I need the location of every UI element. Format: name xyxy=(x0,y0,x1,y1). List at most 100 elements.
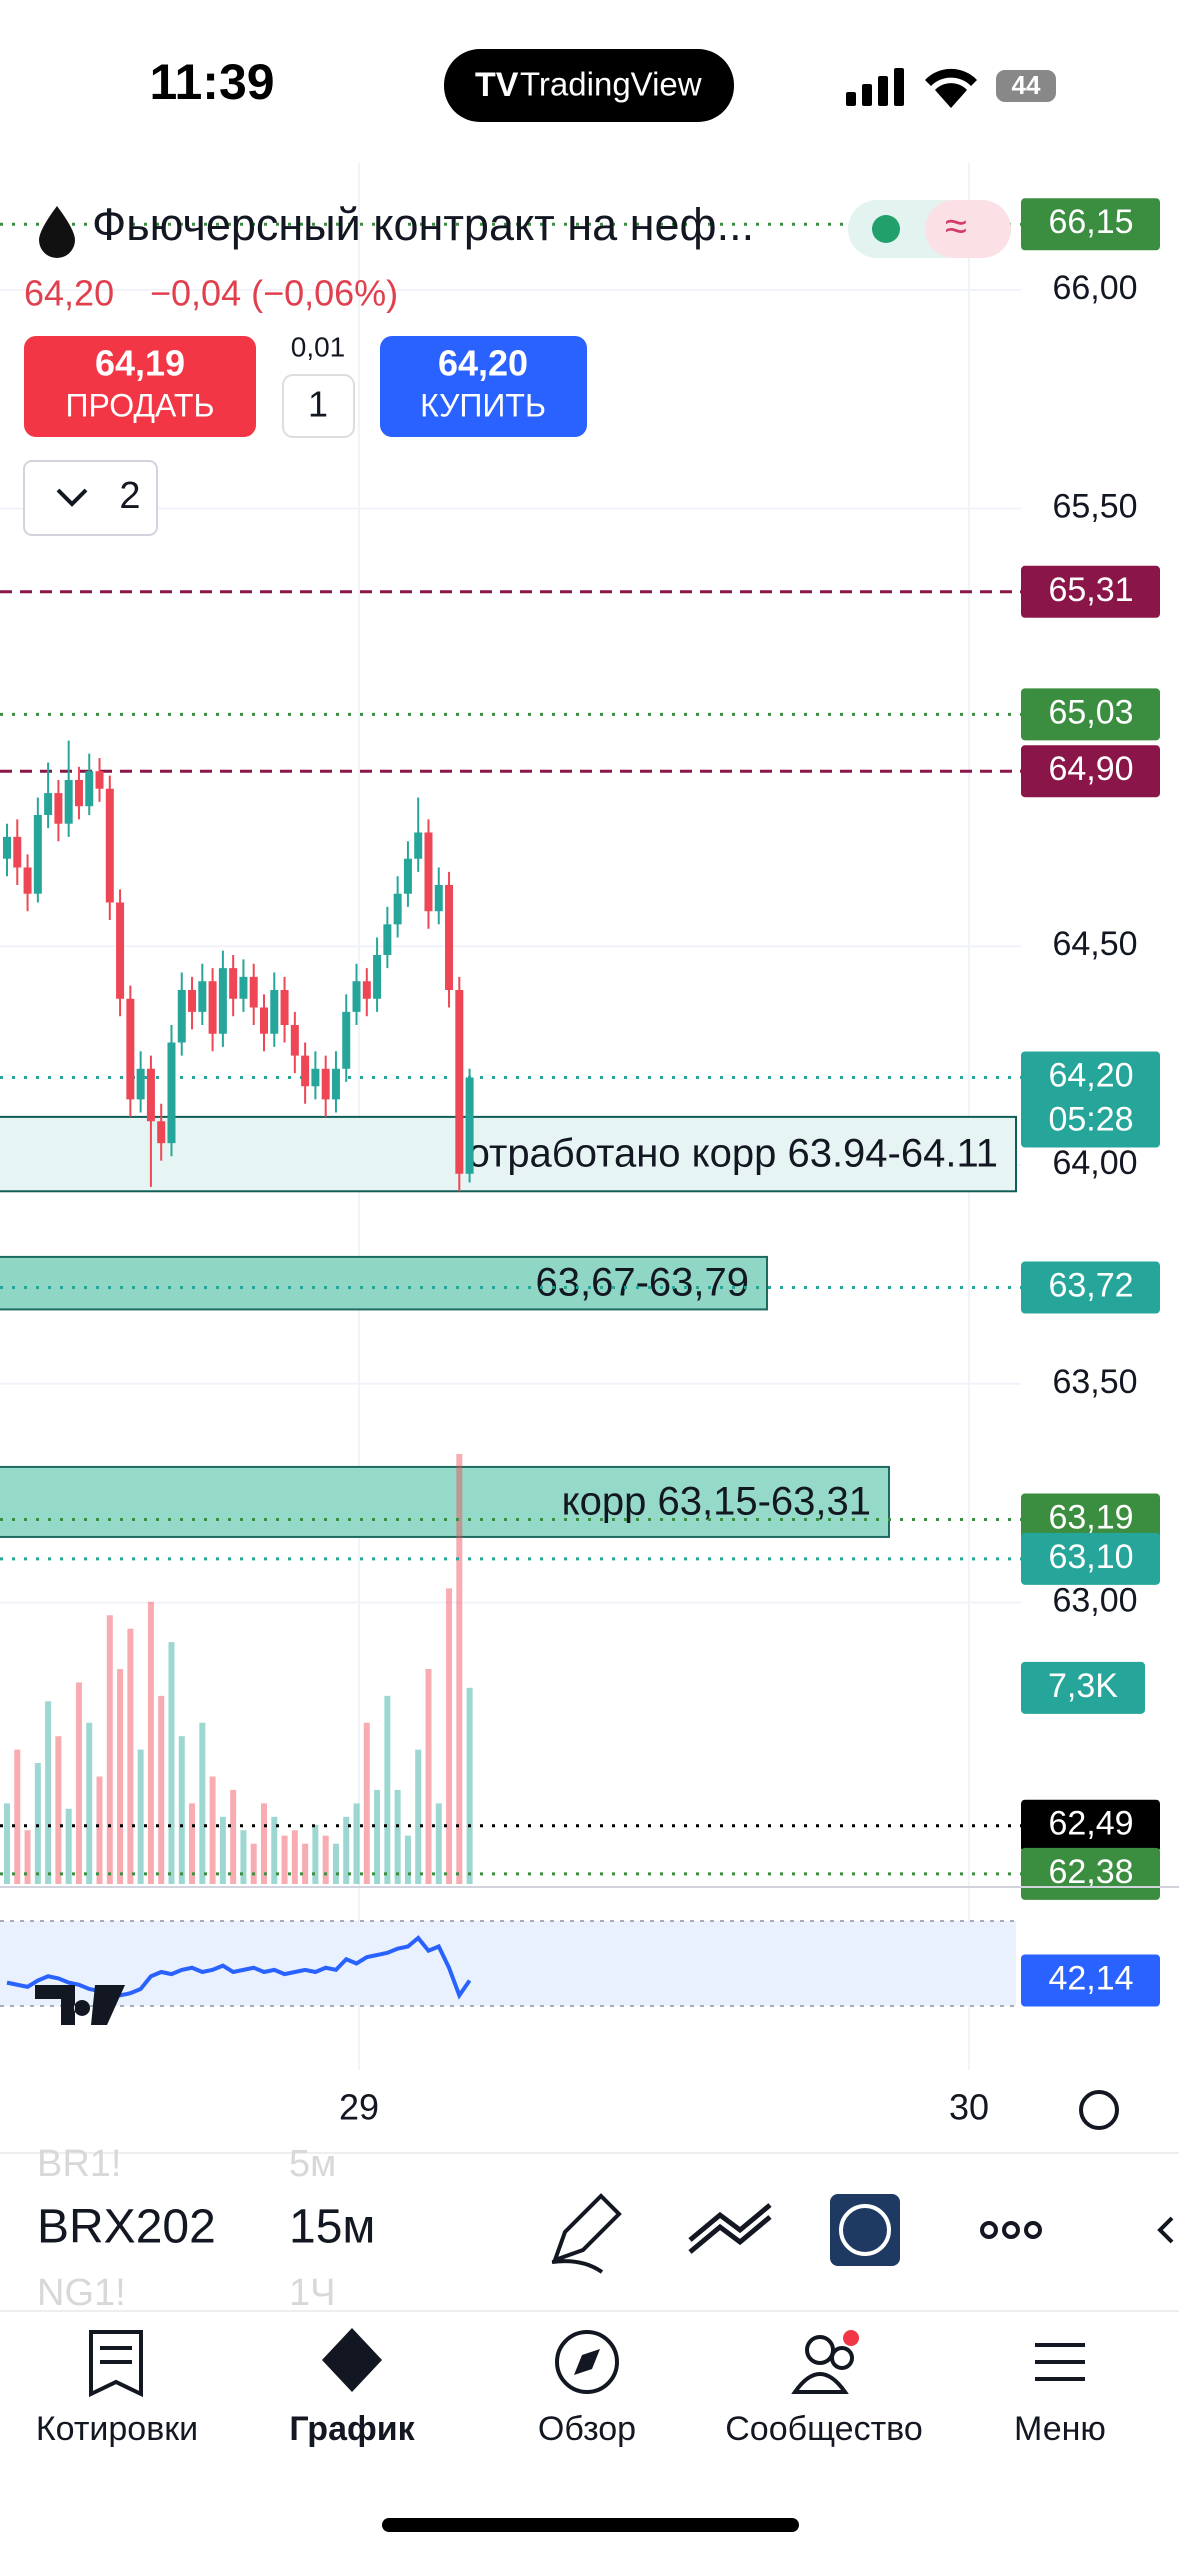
volume-bar xyxy=(209,1776,216,1884)
volume-bar xyxy=(137,1749,144,1884)
nav-icon xyxy=(89,2330,143,2398)
sell-price: 64,19 xyxy=(95,343,185,384)
watermark-logo xyxy=(35,1985,125,2025)
y-tick-label: 65,50 xyxy=(1052,488,1137,526)
price-tag-label: 65,03 xyxy=(1048,693,1133,731)
qty-step: 0,01 xyxy=(291,331,346,362)
candle-body xyxy=(218,968,227,1034)
volume-bar xyxy=(178,1736,185,1884)
candle-body xyxy=(342,1011,351,1069)
nav-label[interactable]: Сообщество xyxy=(725,2410,923,2448)
symbol[interactable]: BRX202 xyxy=(37,2201,216,2254)
candle-body xyxy=(23,867,32,894)
candle-body xyxy=(95,771,104,789)
y-tick-label: 63,50 xyxy=(1052,1363,1137,1401)
candle-body xyxy=(64,779,73,824)
volume-bar xyxy=(240,1830,247,1884)
candle-body xyxy=(126,998,135,1100)
buy-label: КУПИТЬ xyxy=(420,387,546,423)
volume-bar xyxy=(24,1830,31,1884)
price-tag-label: 63,72 xyxy=(1048,1267,1133,1305)
volume-bar xyxy=(271,1816,278,1884)
symbol-next: NG1! xyxy=(37,2272,126,2314)
volume-bar xyxy=(466,1687,473,1884)
candle-body xyxy=(44,793,53,815)
volume-tag xyxy=(1021,1661,1145,1714)
header: Фьючерсный контракт на неф... ≈ 64,20 −0… xyxy=(23,199,1011,536)
candle-body xyxy=(3,836,11,859)
y-tick-label: 64,00 xyxy=(1052,1144,1137,1182)
candle-body xyxy=(208,981,217,1034)
buy-button[interactable] xyxy=(380,336,587,437)
y-tick-label: 66,00 xyxy=(1052,269,1137,307)
interval-next: 1Ч xyxy=(289,2272,335,2314)
app-logo: TV xyxy=(475,66,519,104)
notification-dot xyxy=(843,2330,859,2346)
candle-body xyxy=(146,1068,155,1122)
volume-bar xyxy=(446,1588,453,1884)
volume-bar xyxy=(168,1642,175,1884)
more[interactable] xyxy=(980,2221,1042,2239)
settings[interactable] xyxy=(1079,2090,1119,2130)
candle-body xyxy=(116,902,125,999)
battery xyxy=(996,70,1056,102)
candle-body xyxy=(414,832,423,859)
nav-label[interactable]: Меню xyxy=(1014,2410,1106,2448)
dropdown-count: 2 xyxy=(119,475,140,517)
volume-bar xyxy=(281,1835,288,1884)
dropdown[interactable] xyxy=(23,460,158,536)
volume-bar xyxy=(219,1816,226,1884)
candle-body xyxy=(383,924,392,955)
price-tag xyxy=(1021,1532,1160,1585)
status-pill-right xyxy=(925,200,1011,258)
volume-bar xyxy=(312,1824,319,1884)
nav-label[interactable]: График xyxy=(289,2410,415,2448)
volume-bar xyxy=(363,1722,370,1884)
price-tag xyxy=(1021,745,1160,798)
candle-body xyxy=(249,976,258,1008)
price-tag-label: 63,10 xyxy=(1048,1538,1133,1576)
title: Фьючерсный контракт на неф... xyxy=(92,199,754,250)
volume-bar xyxy=(374,1789,381,1884)
indicator-tool[interactable] xyxy=(688,2203,772,2254)
qty: 1 xyxy=(308,384,328,425)
rsi-tag xyxy=(1021,1954,1160,2007)
candle-body xyxy=(445,884,454,990)
nav-label[interactable]: Обзор xyxy=(538,2410,636,2448)
volume-bar xyxy=(65,1808,72,1884)
interval[interactable]: 15м xyxy=(289,2201,375,2254)
volume-bar xyxy=(14,1749,21,1884)
candle-body xyxy=(136,1068,145,1100)
price-tag-label: 64,20 xyxy=(1048,1056,1133,1094)
candle-body xyxy=(373,954,382,999)
candle-body xyxy=(13,836,22,868)
app-name: TradingView xyxy=(520,66,702,103)
sell-button[interactable] xyxy=(24,336,256,437)
candle-body xyxy=(393,893,402,925)
volume-bar xyxy=(106,1615,113,1884)
zone-label: корр 63,15-63,31 xyxy=(562,1480,871,1524)
draw-tool[interactable] xyxy=(551,2193,622,2274)
collapse[interactable] xyxy=(1157,2216,1174,2244)
candle-body xyxy=(424,832,433,912)
candle-body xyxy=(239,976,248,999)
volume-bar xyxy=(456,1454,463,1884)
chevron xyxy=(56,488,88,507)
candle-body xyxy=(157,1121,166,1144)
price-tag xyxy=(1021,565,1160,618)
time: 11:39 xyxy=(149,54,274,110)
volume-bar xyxy=(415,1749,422,1884)
candle-body xyxy=(74,779,83,807)
x-tick-label: 30 xyxy=(949,2087,989,2128)
candle-body xyxy=(229,968,238,999)
nav-label[interactable]: Котировки xyxy=(36,2410,198,2448)
volume-bar xyxy=(343,1816,350,1884)
price-tag xyxy=(1021,1799,1160,1852)
volume-bar xyxy=(384,1695,391,1884)
qty-box[interactable] xyxy=(282,374,355,438)
market-dot xyxy=(872,215,900,243)
candle-body xyxy=(54,793,63,824)
rsi-band xyxy=(0,1921,1016,2006)
volume-bar xyxy=(55,1736,62,1884)
price-tag xyxy=(1021,198,1160,251)
